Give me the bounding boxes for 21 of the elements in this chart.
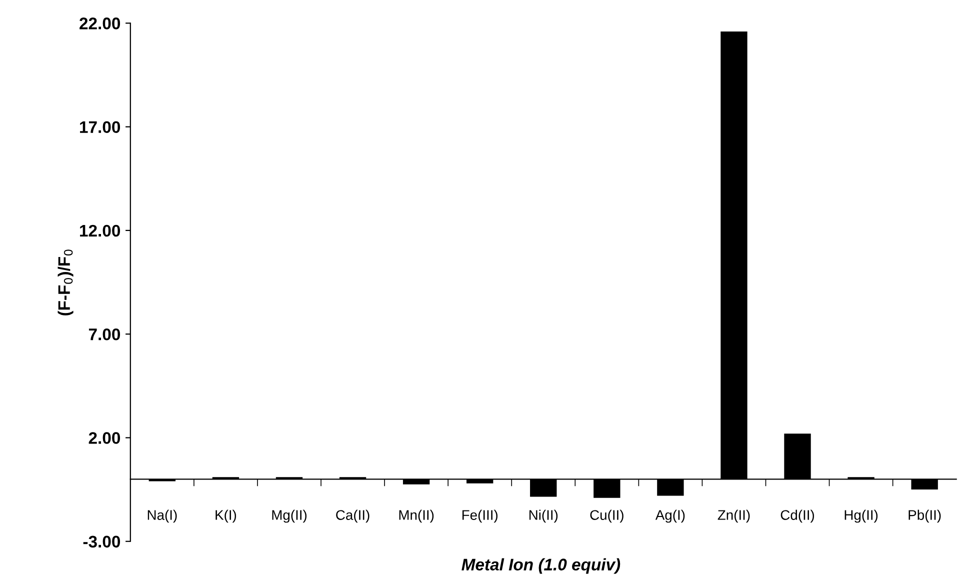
x-tick-label: Ag(I) — [655, 510, 685, 523]
y-axis-title: (F-F$_{0}$)/F$_{0}$ — [58, 250, 74, 316]
y-tick-label: 12.00 — [80, 224, 120, 237]
x-tick-label: Zn(II) — [718, 510, 750, 523]
y-tick-label: -3.00 — [83, 536, 120, 548]
y-tick-label: 2.00 — [88, 432, 120, 444]
x-tick-label: Na(I) — [148, 510, 177, 523]
x-axis-title: Metal Ion (1.0 equiv) — [462, 558, 620, 574]
x-tick-label: Cd(II) — [780, 510, 814, 523]
y-tick-label: 22.00 — [80, 18, 120, 30]
x-tick-label: K(I) — [216, 510, 236, 523]
x-tick-label: Ca(II) — [336, 510, 370, 523]
x-tick-label: Hg(II) — [844, 510, 878, 523]
y-tick-label: 7.00 — [88, 328, 120, 340]
x-tick-label: Pb(II) — [908, 510, 941, 523]
x-tick-label: Mg(II) — [272, 510, 307, 523]
x-tick-label: Fe(III) — [462, 510, 498, 523]
x-tick-label: Mn(II) — [399, 510, 434, 523]
y-tick-label: 17.00 — [80, 121, 120, 134]
x-tick-label: Ni(II) — [529, 510, 558, 523]
x-tick-label: Cu(II) — [590, 510, 624, 523]
